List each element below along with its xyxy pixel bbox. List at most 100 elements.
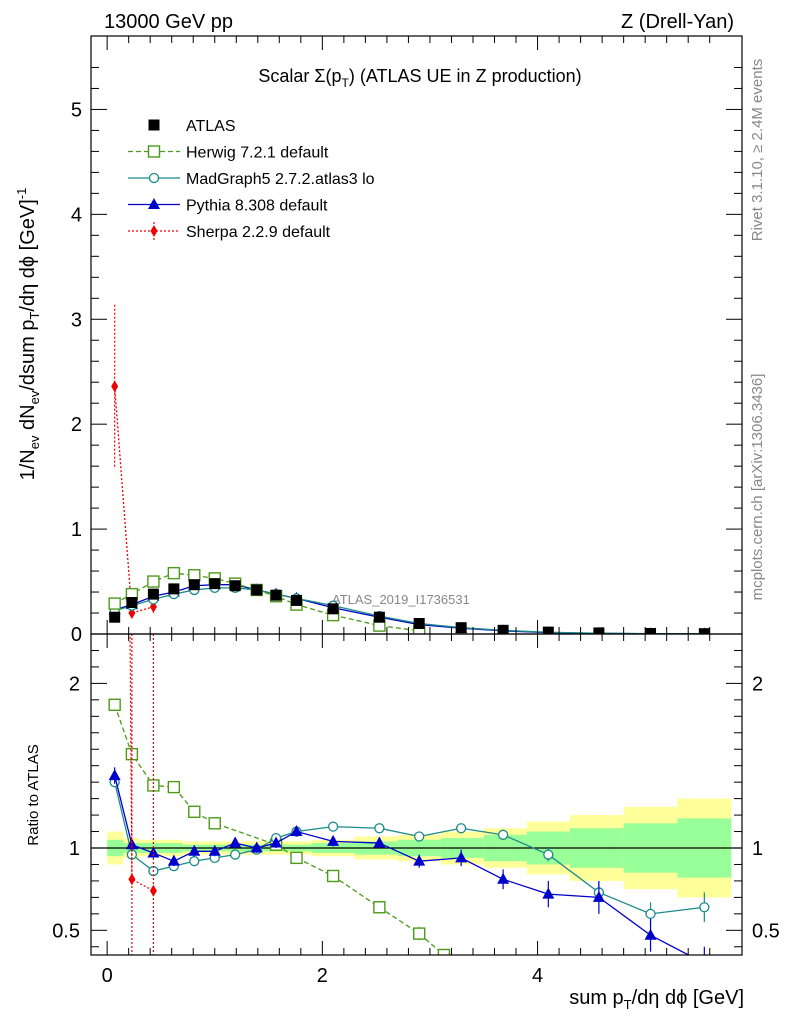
- ratio-point-madgraph: [327, 821, 339, 832]
- ratio-y-tick-label-left: 1: [69, 838, 80, 860]
- x-axis-label: sum pT/dη dϕ [GeV]: [569, 987, 744, 1012]
- x-tick-label: 4: [532, 965, 543, 987]
- ratio-point-pythia: [373, 836, 386, 848]
- ratio-point-sherpa: [128, 873, 136, 886]
- upper-plot-area: [108, 304, 710, 634]
- upper-point-data: [251, 584, 263, 596]
- ratio-frame: [90, 633, 743, 956]
- upper-point-data: [270, 589, 282, 601]
- xlabel-part2: /dη dϕ [GeV]: [632, 987, 744, 1009]
- mcplots-label: mcplots.cern.ch [arXiv:1306.3436]: [749, 374, 766, 601]
- ratio-point-pythia: [208, 844, 221, 856]
- ylabel-part4: /dη dϕ [GeV]: [17, 199, 39, 311]
- ratio-point-herwig: [208, 817, 221, 830]
- analysis-watermark: ATLAS_2019_I1736531: [332, 592, 470, 607]
- ratio-point-pythia: [542, 887, 555, 899]
- ratio-point-madgraph: [543, 849, 554, 860]
- legend-label: Sherpa 2.2.9 default: [186, 224, 331, 241]
- ratio-point-pythia: [229, 836, 242, 848]
- chart-title-suffix: ) (ATLAS UE in Z production): [349, 66, 582, 86]
- ylabel-sub1: ev: [27, 435, 42, 449]
- ratio-y-tick-label-right: 1: [752, 838, 763, 860]
- upper-point-data: [229, 580, 241, 592]
- ratio-point-pythia: [250, 841, 263, 853]
- upper-point-data: [168, 583, 180, 595]
- ratio-point-herwig: [188, 805, 201, 818]
- ylabel-part3: /dsum p: [17, 320, 39, 391]
- header-right: Z (Drell-Yan): [621, 11, 734, 33]
- ratio-point-pythia: [167, 854, 180, 866]
- lower-y-axis-label: Ratio to ATLAS: [25, 744, 42, 845]
- x-tick-label: 2: [317, 965, 328, 987]
- legend-item-herwig: Herwig 7.2.1 default: [128, 145, 329, 162]
- upper-point-herwig: [147, 575, 160, 588]
- ylabel-part2: dN: [17, 404, 39, 435]
- upper-point-data: [291, 594, 303, 606]
- upper-y-tick-label: 2: [71, 414, 82, 436]
- legend-marker: [148, 119, 160, 131]
- upper-point-data: [645, 627, 657, 634]
- xlabel-part1: sum p: [569, 987, 623, 1009]
- legend-marker: [147, 145, 161, 158]
- ratio-point-pythia: [413, 854, 426, 866]
- upper-y-axis-label: 1/Nev dNev/dsum pT/dη dϕ [GeV]-1: [14, 188, 42, 481]
- ratio-point-madgraph: [374, 823, 385, 834]
- upper-y-tick-label: 4: [71, 204, 82, 226]
- ratio-y-tick-label-left: 0.5: [52, 920, 80, 942]
- legend-label: Herwig 7.2.1 default: [186, 145, 329, 162]
- xlabel-sub1: T: [624, 997, 632, 1012]
- ratio-point-herwig: [326, 869, 340, 883]
- ratio-line-herwig: [114, 704, 445, 955]
- ratio-point-sherpa: [149, 884, 157, 897]
- ratio-y-tick-label-left: 2: [69, 673, 80, 695]
- ratio-point-madgraph: [189, 856, 200, 867]
- upper-point-data: [542, 626, 554, 634]
- ratio-point-madgraph: [645, 908, 656, 919]
- upper-point-data: [327, 603, 339, 615]
- upper-point-data: [455, 622, 467, 634]
- legend: ATLAS Herwig 7.2.1 default MadGraph5 2.7.2…: [128, 118, 375, 241]
- ratio-point-pythia: [698, 957, 710, 968]
- legend-item-madgraph: MadGraph5 2.7.2.atlas3 lo: [128, 171, 375, 188]
- legend-item-data: ATLAS: [148, 118, 236, 135]
- ratio-point-pythia: [592, 890, 605, 902]
- chart-title: Scalar Σ(pT) (ATLAS UE in Z production): [258, 66, 581, 90]
- axes: 0 2 4 0 1 2 3 4 5 0.5 0.5 1 1 2 2: [52, 35, 780, 987]
- ratio-point-pythia: [270, 836, 283, 848]
- rivet-label: Rivet 3.1.10, ≥ 2.4M events: [749, 59, 766, 242]
- ratio-point-madgraph: [699, 902, 710, 913]
- upper-series-data: [109, 578, 710, 634]
- ratio-point-herwig: [147, 779, 160, 792]
- ratio-point-madgraph: [497, 829, 509, 840]
- legend-marker: [148, 172, 160, 184]
- upper-point-data: [698, 628, 710, 634]
- chart-title-prefix: Scalar Σ(p: [258, 66, 341, 86]
- upper-point-data: [413, 618, 425, 630]
- ratio-point-herwig: [437, 948, 451, 955]
- ratio-point-pythia: [327, 834, 340, 846]
- ratio-point-pythia: [108, 769, 121, 781]
- upper-point-data: [497, 624, 509, 634]
- ratio-plot-area: [91, 634, 742, 968]
- ratio-point-herwig: [412, 927, 426, 940]
- ylabel-sup: -1: [14, 188, 29, 200]
- ylabel-sub2: ev: [27, 390, 42, 404]
- ratio-series-herwig: [108, 698, 451, 955]
- upper-point-data: [147, 588, 159, 600]
- legend-marker: [150, 225, 158, 237]
- legend-label: Pythia 8.308 default: [186, 198, 328, 215]
- upper-y-tick-label: 3: [71, 309, 82, 331]
- ratio-point-herwig: [373, 901, 386, 914]
- upper-y-tick-label: 1: [71, 519, 82, 541]
- legend-item-pythia: Pythia 8.308 default: [128, 198, 328, 215]
- upper-y-tick-label: 5: [71, 99, 82, 121]
- upper-series-sherpa: [111, 304, 157, 620]
- ratio-point-pythia: [455, 851, 468, 863]
- ylabel-sub3: T: [27, 312, 42, 320]
- chart-title-sub: T: [342, 76, 350, 90]
- legend-label: ATLAS: [186, 118, 236, 135]
- header-left: 13000 GeV pp: [104, 11, 233, 33]
- upper-point-data: [593, 627, 605, 634]
- upper-y-tick-label: 0: [71, 624, 82, 646]
